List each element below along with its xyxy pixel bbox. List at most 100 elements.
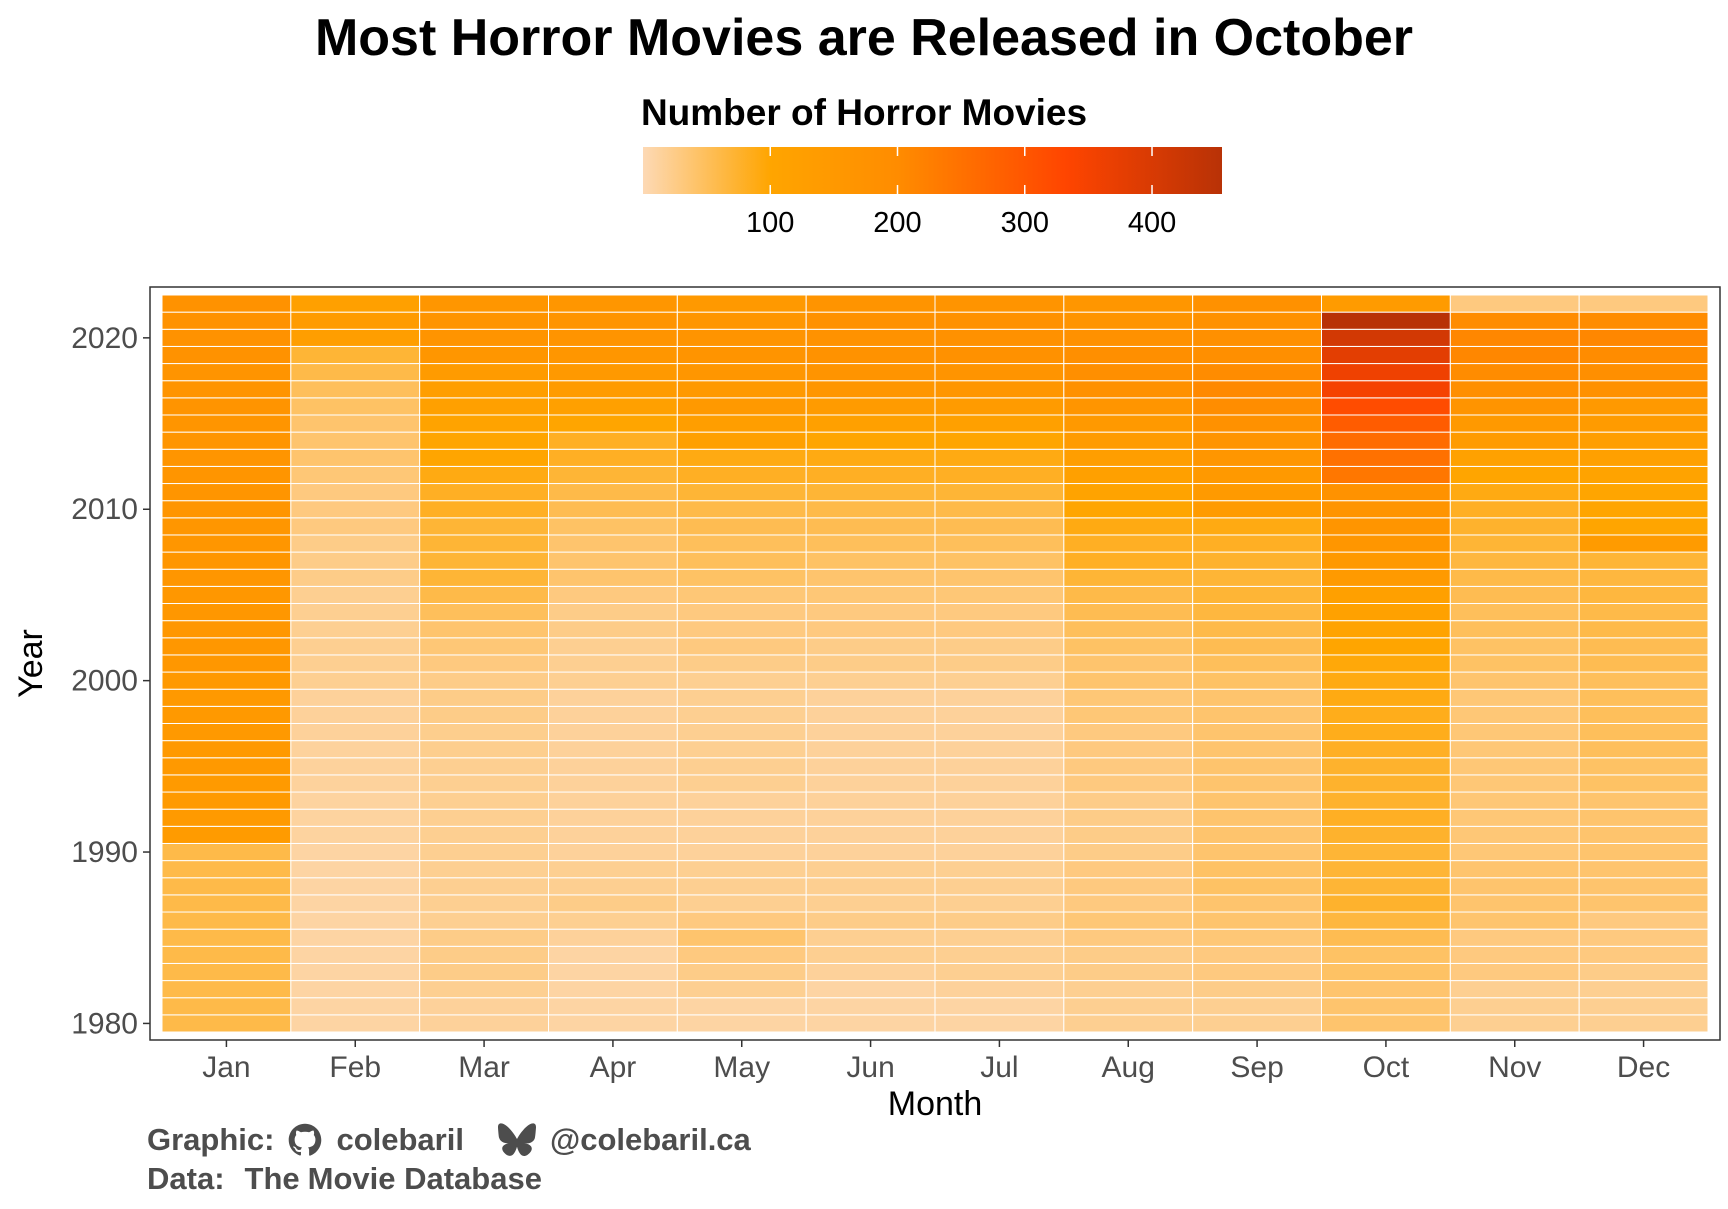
heatmap-cell: [1063, 637, 1194, 656]
heatmap-cell: [1321, 860, 1451, 879]
heatmap-cell: [676, 620, 807, 639]
heatmap-cell: [1192, 345, 1322, 365]
heatmap-cell: [290, 860, 421, 879]
heatmap-cell: [805, 328, 936, 347]
heatmap-cell: [290, 1014, 421, 1033]
heatmap-cell: [676, 911, 807, 930]
heatmap-cell: [1449, 774, 1580, 793]
heatmap-cell: [805, 722, 936, 742]
heatmap-cell: [548, 397, 678, 416]
heatmap-cell: [161, 791, 292, 810]
heatmap-cell: [161, 465, 292, 485]
heatmap-cell: [1192, 311, 1322, 330]
chart-title: Most Horror Movies are Released in Octob…: [314, 9, 1414, 67]
heatmap-cell: [419, 825, 549, 844]
heatmap-cell: [1192, 637, 1322, 656]
heatmap-cell: [805, 311, 936, 330]
heatmap-cell: [161, 911, 292, 930]
heatmap-cell: [290, 722, 421, 742]
heatmap-cell: [934, 620, 1065, 639]
heatmap-cell: [1578, 928, 1709, 947]
heatmap-cell: [805, 911, 936, 930]
colorbar-tick-label: 300: [1001, 207, 1049, 239]
heatmap-cell: [290, 380, 421, 399]
heatmap-cell: [1063, 894, 1194, 913]
heatmap-cell: [676, 1014, 807, 1033]
heatmap-cell: [290, 654, 421, 673]
heatmap-cell: [1321, 380, 1451, 399]
heatmap-cell: [1578, 877, 1709, 896]
heatmap-cell: [1578, 1014, 1709, 1033]
heatmap-cell: [934, 842, 1065, 862]
heatmap-cell: [419, 294, 549, 313]
heatmap-cell: [1449, 945, 1580, 964]
heatmap-cell: [934, 603, 1065, 622]
heatmap-cell: [548, 825, 678, 844]
heatmap-cell: [161, 620, 292, 639]
heatmap-cell: [548, 722, 678, 742]
heatmap-cell: [934, 911, 1065, 930]
heatmap-cell: [676, 363, 807, 382]
heatmap-cell: [290, 688, 421, 707]
heatmap-cell: [1449, 397, 1580, 416]
heatmap-cell: [1063, 311, 1194, 330]
heatmap-cell: [1321, 688, 1451, 707]
heatmap-cell: [1578, 997, 1709, 1016]
heatmap-cell: [1449, 345, 1580, 365]
heatmap-cell: [548, 791, 678, 810]
heatmap-cell: [805, 980, 936, 999]
heatmap-cell: [1321, 654, 1451, 673]
heatmap-cell: [1578, 414, 1709, 433]
heatmap-cell: [1063, 500, 1194, 519]
heatmap-cell: [1578, 483, 1709, 502]
heatmap-cell: [1578, 980, 1709, 999]
heatmap-cell: [290, 774, 421, 793]
heatmap-cell: [805, 294, 936, 313]
heatmap-cell: [161, 997, 292, 1016]
x-tick-label: Mar: [458, 1051, 510, 1084]
heatmap-cell: [1192, 1014, 1322, 1033]
heatmap-cell: [1578, 380, 1709, 399]
heatmap-cell: [290, 397, 421, 416]
heatmap-cell: [1063, 465, 1194, 485]
heatmap-cell: [161, 603, 292, 622]
heatmap-cells: [161, 294, 1709, 1033]
heatmap-cell: [676, 705, 807, 724]
heatmap-cell: [1192, 911, 1322, 930]
heatmap-cell: [1578, 603, 1709, 622]
heatmap-cell: [161, 825, 292, 844]
heatmap-cell: [548, 688, 678, 707]
heatmap-cell: [934, 1014, 1065, 1033]
heatmap-cell: [805, 791, 936, 810]
heatmap-cell: [419, 860, 549, 879]
heatmap-cell: [419, 551, 549, 570]
heatmap-cell: [1578, 722, 1709, 742]
heatmap-cell: [1192, 791, 1322, 810]
heatmap-cell: [290, 980, 421, 999]
heatmap-cell: [1192, 517, 1322, 536]
heatmap-cell: [1063, 551, 1194, 570]
heatmap-cell: [1578, 774, 1709, 793]
heatmap-cell: [1578, 311, 1709, 330]
heatmap-cell: [1063, 414, 1194, 433]
heatmap-cell: [419, 808, 549, 827]
heatmap-cell: [1449, 705, 1580, 724]
heatmap-cell: [676, 311, 807, 330]
heatmap-cell: [419, 397, 549, 416]
heatmap-cell: [1449, 1014, 1580, 1033]
heatmap-cell: [1449, 980, 1580, 999]
heatmap-cell: [1449, 585, 1580, 605]
x-tick-label: Jan: [202, 1051, 250, 1084]
heatmap-cell: [161, 860, 292, 879]
heatmap-cell: [1578, 791, 1709, 810]
heatmap-cell: [934, 654, 1065, 673]
heatmap-cell: [290, 585, 421, 605]
heatmap-cell: [161, 705, 292, 724]
heatmap-cell: [934, 380, 1065, 399]
heatmap-cell: [1449, 328, 1580, 347]
heatmap-cell: [1578, 585, 1709, 605]
heatmap-cell: [805, 997, 936, 1016]
heatmap-chart: 1980 1990 2000 2010 2020 Jan Feb Mar Apr May Jun Ju…: [12, 286, 1721, 1120]
heatmap-cell: [805, 517, 936, 536]
x-tick-label: Jul: [980, 1051, 1018, 1084]
